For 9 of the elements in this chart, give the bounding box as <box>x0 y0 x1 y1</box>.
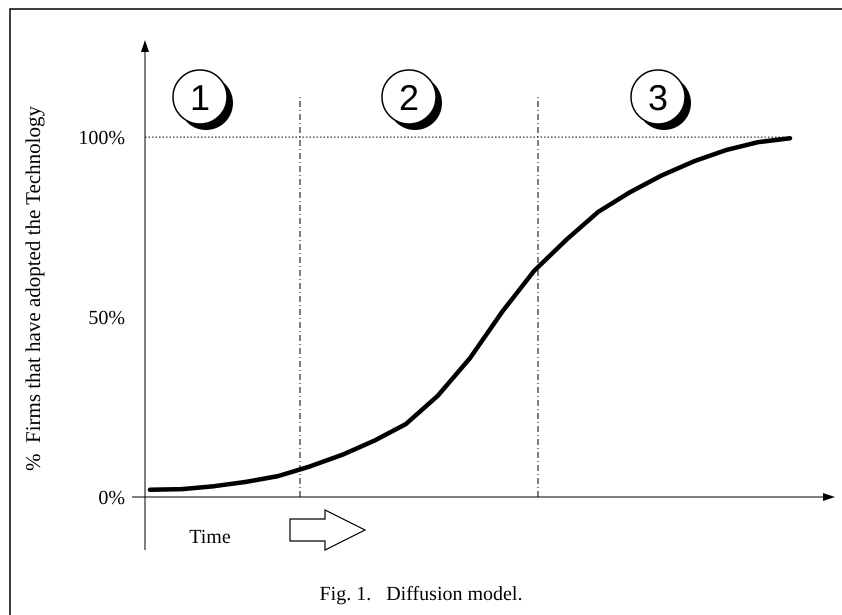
annotation: 2 <box>398 77 420 118</box>
y-axis-title: % Firms that have adopted the Technology <box>21 106 45 471</box>
y-tick-label: 0% <box>98 487 125 509</box>
annotation: 1 <box>190 77 210 118</box>
y-tick-label: 100% <box>78 127 125 150</box>
x-axis-title: Time <box>189 526 231 548</box>
text: Fig. 1. Diffusion model. <box>320 583 522 605</box>
annotation: 3 <box>648 77 668 118</box>
y-tick-label: 50% <box>88 307 125 330</box>
